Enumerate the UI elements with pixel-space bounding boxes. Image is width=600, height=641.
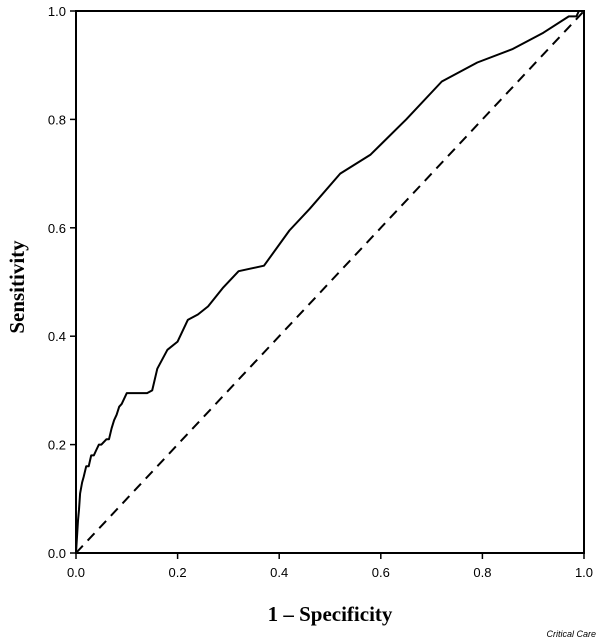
x-tick-label: 0.6 bbox=[372, 565, 390, 580]
plot-marks bbox=[75, 10, 585, 554]
y-axis: 0.0 0.2 0.4 0.6 0.8 1.0 bbox=[48, 4, 76, 561]
x-tick-label: 0.0 bbox=[67, 565, 85, 580]
x-tick-label: 0.4 bbox=[270, 565, 288, 580]
y-tick-label: 0.2 bbox=[48, 438, 66, 453]
x-axis: 0.0 0.2 0.4 0.6 0.8 1.0 bbox=[67, 553, 593, 580]
y-tick-label: 0.8 bbox=[48, 112, 66, 127]
reference-line bbox=[75, 10, 585, 554]
x-tick-label: 1.0 bbox=[575, 565, 593, 580]
y-tick-label: 0.0 bbox=[48, 546, 66, 561]
x-tick-label: 0.8 bbox=[473, 565, 491, 580]
roc-curve bbox=[75, 10, 584, 554]
x-tick-label: 0.2 bbox=[169, 565, 187, 580]
x-axis-title: 1 – Specificity bbox=[268, 602, 393, 626]
y-tick-label: 0.4 bbox=[48, 329, 66, 344]
y-axis-title: Sensitivity bbox=[5, 240, 29, 334]
y-tick-label: 1.0 bbox=[48, 4, 66, 19]
credit-text: Critical Care bbox=[546, 629, 596, 639]
plot-frame bbox=[75, 10, 585, 554]
y-tick-label: 0.6 bbox=[48, 221, 66, 236]
